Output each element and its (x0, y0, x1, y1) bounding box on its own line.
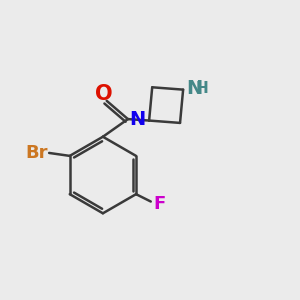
Text: H: H (196, 81, 208, 96)
Text: Br: Br (25, 144, 48, 162)
Text: F: F (154, 195, 166, 213)
Text: O: O (95, 84, 112, 104)
Text: N: N (187, 79, 203, 98)
Text: N: N (129, 110, 146, 130)
